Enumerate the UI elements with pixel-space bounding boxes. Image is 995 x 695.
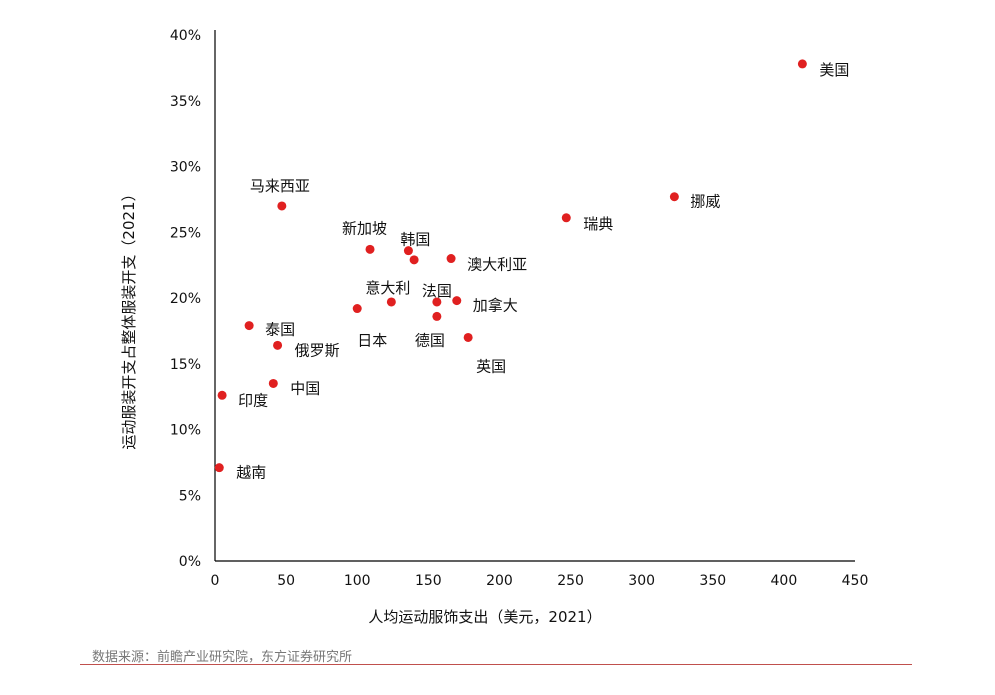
point-label: 马来西亚 bbox=[250, 177, 310, 195]
y-tick-label: 20% bbox=[170, 291, 201, 307]
scatter-chart: 0 50 100 150 200 250 300 350 400 450 0% 5% 10% 15% 20%… bbox=[120, 28, 869, 626]
data-point bbox=[432, 297, 442, 307]
data-point bbox=[561, 213, 571, 223]
x-tick-label: 350 bbox=[699, 573, 726, 589]
point-label: 英国 bbox=[476, 357, 506, 375]
x-tick-label: 150 bbox=[415, 573, 442, 589]
point-label: 澳大利亚 bbox=[467, 256, 527, 274]
y-tick-label: 0% bbox=[179, 554, 201, 570]
data-point bbox=[452, 296, 462, 306]
data-point bbox=[446, 254, 456, 264]
x-tick-label: 450 bbox=[842, 573, 869, 589]
source-note: 数据来源：前瞻产业研究院，东方证券研究所 bbox=[92, 650, 353, 665]
point-label: 加拿大 bbox=[473, 297, 518, 315]
x-tick-label: 0 bbox=[211, 573, 220, 589]
data-point bbox=[409, 255, 419, 265]
data-point bbox=[273, 340, 283, 350]
data-point bbox=[365, 244, 375, 254]
point-label: 瑞典 bbox=[583, 215, 613, 233]
point-label: 新加坡 bbox=[342, 219, 387, 237]
x-axis-title: 人均运动服饰支出（美元，2021） bbox=[368, 608, 601, 626]
data-point bbox=[214, 463, 224, 473]
data-point bbox=[386, 297, 396, 307]
data-point bbox=[403, 246, 413, 256]
y-tick-label: 40% bbox=[170, 28, 201, 44]
point-label: 越南 bbox=[236, 464, 266, 482]
x-tick-label: 100 bbox=[344, 573, 371, 589]
point-label: 泰国 bbox=[265, 321, 295, 339]
x-tick-label: 50 bbox=[277, 573, 295, 589]
y-axis-title: 运动服装开支占整体服装开支（2021） bbox=[120, 186, 138, 449]
point-label: 德国 bbox=[415, 331, 445, 349]
point-label: 印度 bbox=[238, 391, 268, 409]
x-tick-label: 250 bbox=[557, 573, 584, 589]
point-label: 挪威 bbox=[690, 193, 720, 211]
data-point bbox=[268, 378, 278, 388]
point-label: 意大利 bbox=[365, 279, 410, 297]
x-tick-label: 400 bbox=[771, 573, 798, 589]
data-point bbox=[352, 304, 362, 314]
point-label: 美国 bbox=[819, 61, 849, 79]
data-point bbox=[277, 201, 287, 211]
y-tick-label: 5% bbox=[179, 488, 201, 504]
footer-divider bbox=[80, 664, 912, 665]
data-point bbox=[217, 390, 227, 400]
y-tick-label: 10% bbox=[170, 423, 201, 439]
y-tick-label: 35% bbox=[170, 94, 201, 110]
data-point bbox=[432, 311, 442, 321]
x-tick-label: 300 bbox=[628, 573, 655, 589]
data-point bbox=[669, 192, 679, 202]
point-label: 日本 bbox=[357, 332, 387, 350]
data-point bbox=[463, 332, 473, 342]
point-label: 俄罗斯 bbox=[295, 341, 340, 359]
point-label: 中国 bbox=[290, 379, 320, 397]
y-tick-label: 30% bbox=[170, 160, 201, 176]
y-tick-label: 15% bbox=[170, 357, 201, 373]
point-label: 法国 bbox=[422, 282, 452, 300]
point-label: 韩国 bbox=[400, 231, 430, 249]
data-point bbox=[797, 59, 807, 69]
y-tick-label: 25% bbox=[170, 225, 201, 241]
data-point bbox=[244, 321, 254, 331]
x-tick-label: 200 bbox=[486, 573, 513, 589]
